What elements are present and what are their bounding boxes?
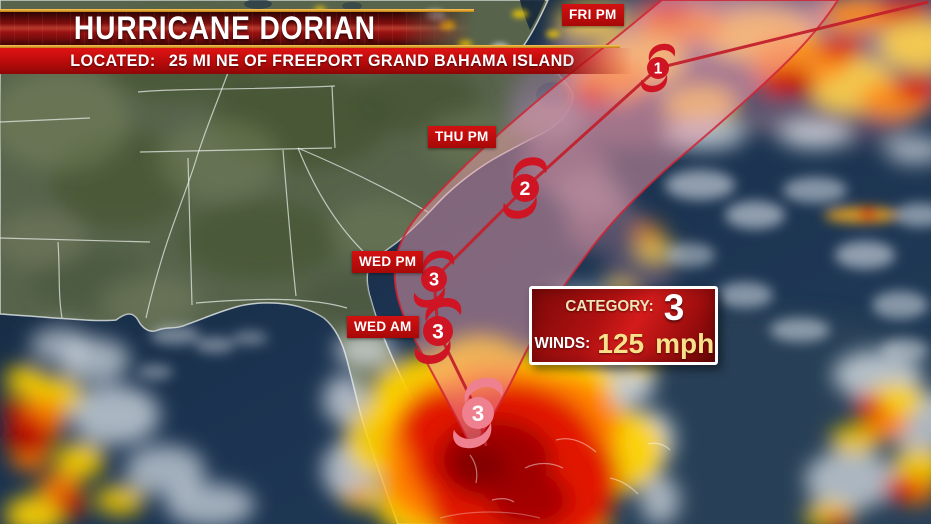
banner-gold-line-top xyxy=(0,9,474,12)
winds-row: WINDS: 125 mph xyxy=(532,326,715,363)
storm-symbol-fri-pm: 1 xyxy=(640,43,676,93)
bahamas-outlines xyxy=(439,438,671,519)
banner-gold-line-mid xyxy=(0,45,620,48)
category-row: CATEGORY: 3 xyxy=(532,289,715,326)
storm-category-number: 2 xyxy=(520,178,531,200)
time-label-wed-pm: WED PM xyxy=(352,251,424,273)
winds-label: WINDS: xyxy=(534,334,590,352)
storm-category-number: 1 xyxy=(654,61,663,78)
time-label-wed-am: WED AM xyxy=(347,316,419,338)
hurricane-title-banner: HURRICANE DORIAN xyxy=(0,12,474,45)
winds-value: 125 xyxy=(597,327,645,359)
time-label-fri-pm: FRI PM xyxy=(562,4,624,26)
storm-symbol-current: 3 xyxy=(453,377,503,449)
status-box: CATEGORY: 3 WINDS: 125 mph xyxy=(529,286,718,365)
storm-symbol-thu-pm: 2 xyxy=(503,157,547,219)
page-title: HURRICANE DORIAN xyxy=(73,10,376,46)
storm-category-number: 3 xyxy=(429,270,439,290)
located-banner: LOCATED: 25 MI NE OF FREEPORT GRAND BAHAM… xyxy=(0,48,632,74)
storm-symbol-wed-pm: 3 xyxy=(413,250,455,308)
storm-category-number: 3 xyxy=(432,321,444,344)
category-value: 3 xyxy=(663,286,685,328)
time-label-thu-pm: THU PM xyxy=(428,126,496,148)
forecast-track: 3 3 3 2 1 xyxy=(413,0,929,449)
storm-category-number: 3 xyxy=(472,401,484,426)
winds-unit: mph xyxy=(655,327,715,359)
located-value: 25 MI NE OF FREEPORT GRAND BAHAMA ISLAND xyxy=(168,51,575,70)
category-label: CATEGORY: xyxy=(565,298,654,316)
located-label: LOCATED: xyxy=(70,51,156,70)
hurricane-cloud-mass xyxy=(322,332,680,524)
